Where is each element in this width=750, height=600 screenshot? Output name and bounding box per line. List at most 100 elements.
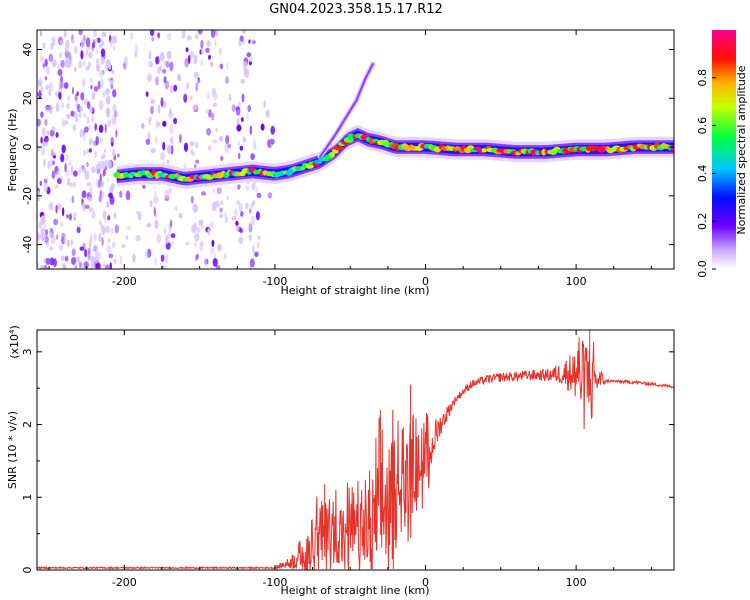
noise-point xyxy=(86,116,90,124)
noise-point xyxy=(240,117,244,122)
noise-point xyxy=(225,135,230,145)
noise-point xyxy=(157,32,161,39)
noise-point xyxy=(44,76,48,81)
noise-point xyxy=(185,241,190,246)
noise-point xyxy=(99,220,102,226)
noise-point xyxy=(167,231,171,239)
noise-point xyxy=(88,148,93,153)
noise-point xyxy=(68,213,73,221)
noise-point xyxy=(190,149,194,155)
noise-point xyxy=(66,177,71,186)
noise-point xyxy=(64,162,67,173)
noise-point xyxy=(98,232,102,242)
bottom-x-tick-label: -200 xyxy=(112,576,137,589)
bottom-y-tick-label: 0 xyxy=(21,567,34,574)
noise-point xyxy=(206,40,211,47)
noise-point xyxy=(181,30,186,39)
noise-point xyxy=(79,106,83,112)
noise-point xyxy=(212,188,216,194)
noise-point xyxy=(109,137,115,143)
noise-point xyxy=(101,31,107,38)
noise-point xyxy=(209,221,214,229)
noise-point xyxy=(146,222,151,228)
noise-point xyxy=(98,70,104,78)
noise-point xyxy=(245,185,250,192)
colorbar-ticks: 0.0 0.2 0.4 0.6 0.8 xyxy=(696,69,716,278)
noise-point xyxy=(101,237,104,247)
noise-point xyxy=(94,257,99,264)
top-x-tick-label: -100 xyxy=(262,275,287,288)
noise-point xyxy=(228,93,232,102)
noise-point xyxy=(106,245,112,254)
noise-point xyxy=(237,101,242,108)
noise-point xyxy=(169,84,175,94)
noise-point xyxy=(109,79,114,85)
noise-point xyxy=(70,165,74,176)
noise-point xyxy=(220,155,224,161)
noise-point xyxy=(80,50,84,60)
noise-point xyxy=(49,232,52,238)
noise-point xyxy=(183,142,189,152)
noise-point xyxy=(194,34,199,40)
noise-point xyxy=(85,49,88,56)
noise-point xyxy=(78,167,82,175)
noise-point xyxy=(257,235,261,241)
noise-point xyxy=(99,137,103,143)
noise-point xyxy=(99,173,102,182)
noise-point xyxy=(134,50,138,58)
noise-point xyxy=(49,257,55,266)
noise-point xyxy=(93,85,99,92)
noise-point xyxy=(74,93,78,102)
noise-point xyxy=(60,75,63,84)
noise-point xyxy=(83,112,87,118)
colorbar-tick-label: 0.2 xyxy=(696,212,709,230)
top-y-tick-label: 0 xyxy=(21,144,34,151)
noise-point xyxy=(236,124,242,132)
noise-point xyxy=(245,202,249,210)
noise-point xyxy=(212,102,218,108)
noise-point xyxy=(78,261,82,269)
noise-point xyxy=(256,192,262,199)
noise-point xyxy=(49,246,54,251)
noise-point xyxy=(191,224,197,234)
noise-point xyxy=(193,71,199,79)
noise-point xyxy=(43,182,48,193)
noise-point xyxy=(76,91,79,96)
noise-point xyxy=(72,86,74,95)
noise-point xyxy=(242,61,248,70)
noise-point xyxy=(98,43,103,49)
noise-point xyxy=(107,76,111,83)
noise-point xyxy=(66,113,71,120)
noise-point xyxy=(151,36,155,42)
noise-point xyxy=(199,240,205,247)
noise-point xyxy=(43,178,48,184)
noise-point xyxy=(155,136,158,144)
noise-point xyxy=(84,126,89,133)
noise-point xyxy=(142,184,146,189)
noise-point xyxy=(121,244,126,248)
noise-point xyxy=(60,175,64,180)
bottom-x-axis-label: Height of straight line (km) xyxy=(280,584,429,597)
noise-point xyxy=(154,213,158,218)
noise-point xyxy=(194,238,197,249)
noise-point xyxy=(88,124,91,131)
noise-point xyxy=(78,30,83,36)
noise-point xyxy=(212,139,218,144)
noise-point xyxy=(96,168,100,175)
noise-point xyxy=(104,159,110,168)
noise-point xyxy=(107,215,111,221)
bottom-x-tick-label: 100 xyxy=(566,576,587,589)
noise-point xyxy=(157,104,161,114)
noise-point xyxy=(231,104,236,112)
noise-point xyxy=(80,39,85,49)
noise-point xyxy=(170,145,174,155)
noise-point xyxy=(236,117,240,127)
noise-point xyxy=(105,225,110,233)
noise-point xyxy=(158,65,163,72)
noise-point xyxy=(163,76,167,84)
noise-point xyxy=(57,68,63,77)
ridge-blob xyxy=(123,171,129,178)
noise-point xyxy=(160,254,165,262)
ridge-blob xyxy=(253,169,259,175)
